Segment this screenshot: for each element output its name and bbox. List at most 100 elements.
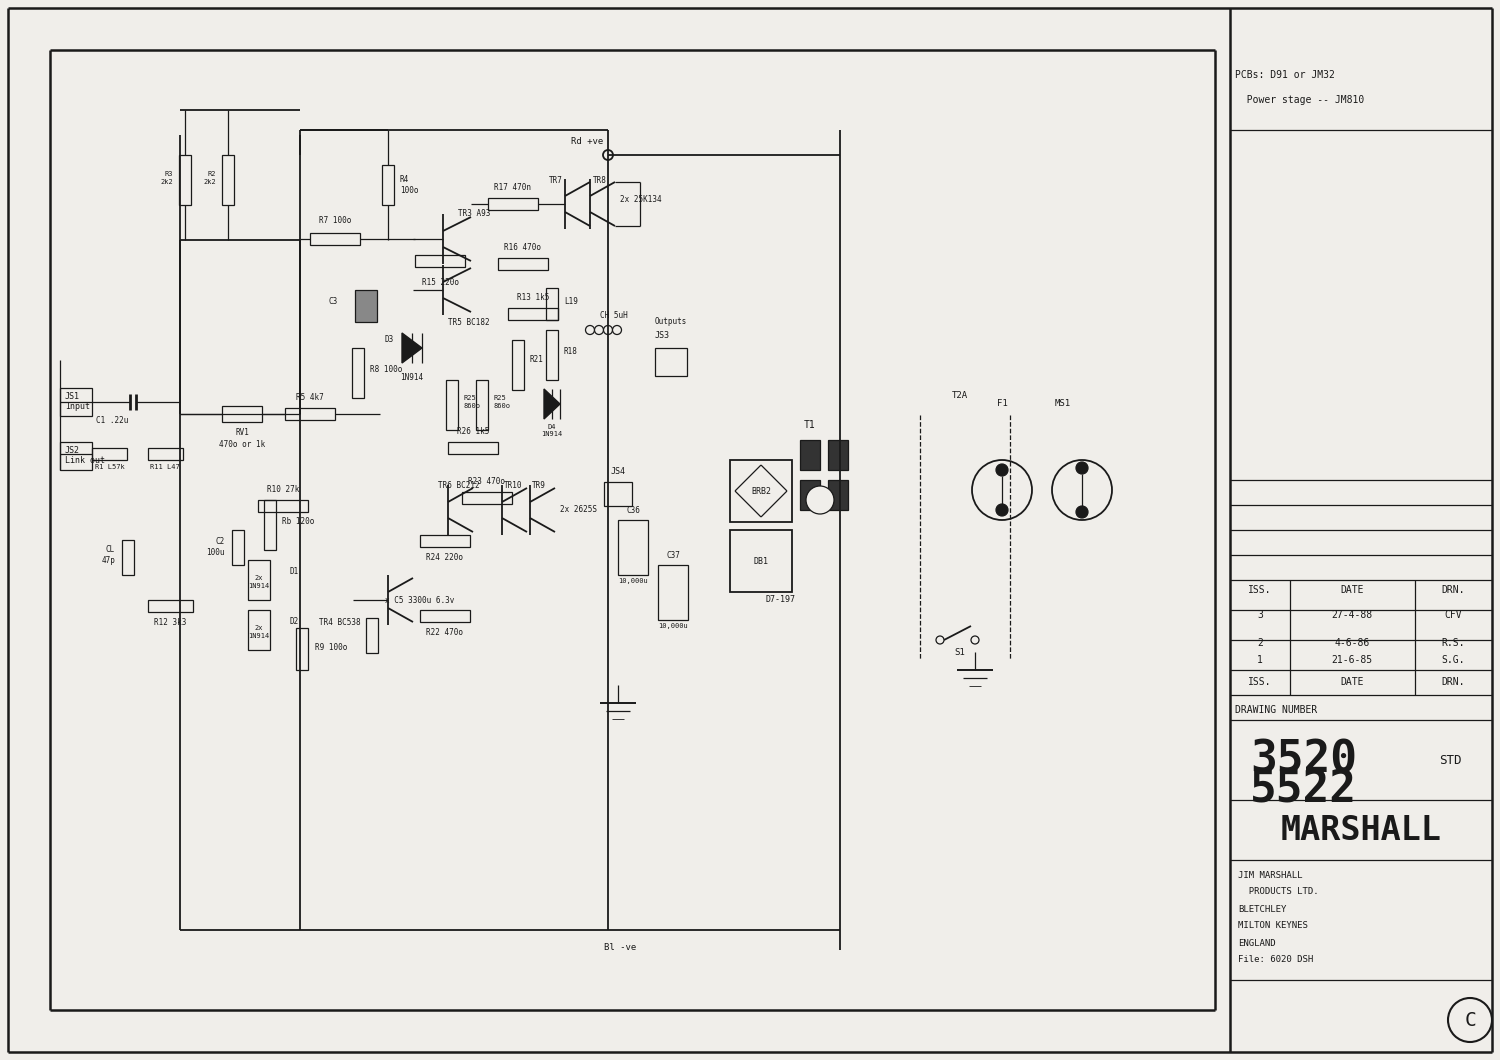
Bar [258,500,308,512]
Text: RV1: RV1 [236,428,249,437]
Bar [92,448,128,460]
Bar [828,480,848,510]
Text: R24 220o: R24 220o [426,553,464,562]
Text: 2x
1N914: 2x 1N914 [249,576,270,588]
Text: TR3 A93: TR3 A93 [458,209,490,218]
Text: JIM MARSHALL: JIM MARSHALL [1238,870,1302,880]
Bar [476,379,488,430]
Text: TR7: TR7 [549,176,562,186]
Text: R3
2k2: R3 2k2 [160,172,172,184]
Text: L19: L19 [564,298,578,306]
Text: CL
47p: CL 47p [100,545,116,565]
Text: R1 L57k: R1 L57k [94,464,124,470]
Text: TR4 BC538: TR4 BC538 [320,618,362,628]
Circle shape [1052,460,1112,520]
Polygon shape [402,333,422,363]
Text: DATE: DATE [1341,677,1364,687]
Circle shape [970,636,980,644]
Bar [730,460,792,522]
Text: R10 27k: R10 27k [267,485,298,494]
Circle shape [1448,999,1492,1042]
Text: 21-6-85: 21-6-85 [1332,655,1372,665]
Text: 3520: 3520 [1250,739,1358,781]
Circle shape [996,464,1008,476]
Bar [178,155,190,205]
Text: R13 1k5: R13 1k5 [518,293,549,302]
Text: TR5 BC182: TR5 BC182 [448,318,489,326]
Text: ENGLAND: ENGLAND [1238,938,1275,948]
Text: R9 100o: R9 100o [315,643,348,653]
Bar [658,565,688,620]
Text: T2A: T2A [952,391,968,400]
Text: Outputs: Outputs [656,318,687,326]
Text: 27-4-88: 27-4-88 [1332,610,1372,620]
Text: 4-6-86: 4-6-86 [1335,638,1370,648]
Bar [730,530,792,591]
Text: Power stage -- JM810: Power stage -- JM810 [1234,95,1365,105]
Text: 1: 1 [1257,655,1263,665]
Polygon shape [544,389,560,419]
Text: JS1: JS1 [64,392,80,401]
Bar [232,530,244,565]
Bar [356,290,376,322]
Bar [148,600,194,612]
Text: R4
100o: R4 100o [400,175,418,195]
Bar [296,628,307,670]
Text: 10,000u: 10,000u [658,623,688,629]
Bar [448,442,498,454]
Circle shape [1076,506,1088,518]
Text: R2
2k2: R2 2k2 [204,172,216,184]
Bar [122,540,134,575]
Bar [60,388,92,416]
Text: 5522: 5522 [1250,768,1358,812]
Bar [60,442,92,470]
Text: 2: 2 [1257,638,1263,648]
Text: JS3: JS3 [656,332,670,340]
Bar [416,255,465,267]
Bar [546,330,558,379]
Text: C36: C36 [626,506,640,515]
Text: File: 6020 DSH: File: 6020 DSH [1238,955,1314,965]
Bar [828,440,848,470]
Circle shape [806,485,834,514]
Circle shape [603,325,612,335]
Text: DB1: DB1 [753,556,768,565]
Text: x C5 3300u 6.3v: x C5 3300u 6.3v [386,596,454,605]
Bar [462,492,512,504]
Text: F1: F1 [996,399,1008,408]
Text: S1: S1 [954,648,966,657]
Text: 470o or 1k: 470o or 1k [219,440,266,449]
Bar [498,258,548,270]
Text: CFV: CFV [1444,610,1462,620]
Text: TR9: TR9 [532,481,546,490]
Text: 2x 25K134: 2x 25K134 [620,195,662,205]
Bar [546,288,558,320]
Text: TR10: TR10 [504,481,522,490]
Text: D2: D2 [290,618,298,626]
Circle shape [603,151,613,160]
Bar [148,448,183,460]
Text: Rd +ve: Rd +ve [570,138,603,146]
Text: R5 4k7: R5 4k7 [296,393,324,402]
Text: Bl -ve: Bl -ve [604,943,636,953]
Text: R25
860o: R25 860o [494,395,512,408]
Bar [310,233,360,245]
Text: BLETCHLEY: BLETCHLEY [1238,904,1287,914]
Circle shape [996,504,1008,516]
Text: S.G.: S.G. [1442,655,1464,665]
Bar [800,480,820,510]
Text: DATE: DATE [1341,585,1364,595]
Text: T1: T1 [804,420,816,430]
Text: JS4: JS4 [610,467,626,477]
Text: DRN.: DRN. [1442,677,1464,687]
Bar [352,348,364,398]
Text: CH 5uH: CH 5uH [600,311,627,320]
Text: 2x 2625S: 2x 2625S [560,506,597,514]
Bar [512,340,524,390]
Bar [446,379,458,430]
Text: PCBs: D91 or JM32: PCBs: D91 or JM32 [1234,70,1335,80]
Text: R16 470o: R16 470o [504,243,542,252]
Text: R18: R18 [564,348,578,356]
Bar [366,618,378,653]
Bar [800,440,820,470]
